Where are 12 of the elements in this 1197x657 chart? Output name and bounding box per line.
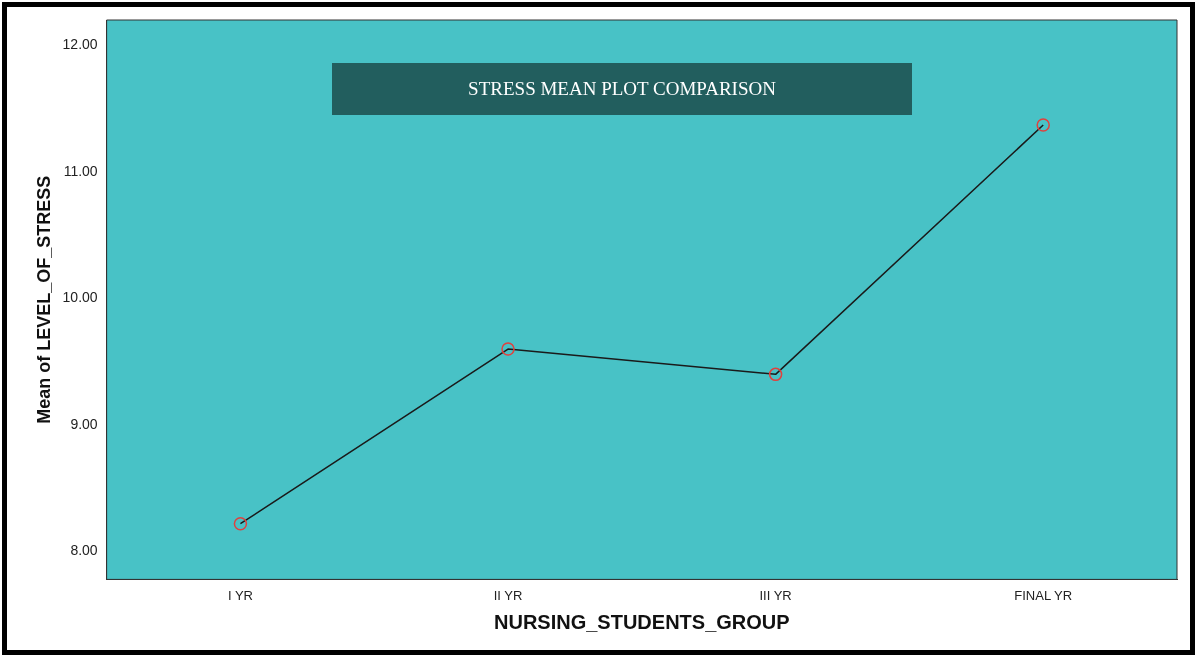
x-axis-title: NURSING_STUDENTS_GROUP <box>494 610 790 633</box>
y-axis-title: Mean of LEVEL_OF_STRESS <box>33 175 54 424</box>
y-tick-label: 10.00 <box>62 289 98 306</box>
y-tick-label: 11.00 <box>63 162 98 179</box>
x-tick-label: III YR <box>759 587 792 603</box>
x-tick-label: FINAL YR <box>1014 587 1073 603</box>
title-panel: STRESS MEAN PLOT COMPARISON <box>332 63 912 115</box>
y-tick-label: 8.00 <box>70 542 98 559</box>
x-tick-label: I YR <box>227 587 253 603</box>
x-tick-label: II YR <box>493 587 523 603</box>
y-tick-label: 12.00 <box>62 36 98 53</box>
y-tick-label: 9.00 <box>70 415 98 432</box>
